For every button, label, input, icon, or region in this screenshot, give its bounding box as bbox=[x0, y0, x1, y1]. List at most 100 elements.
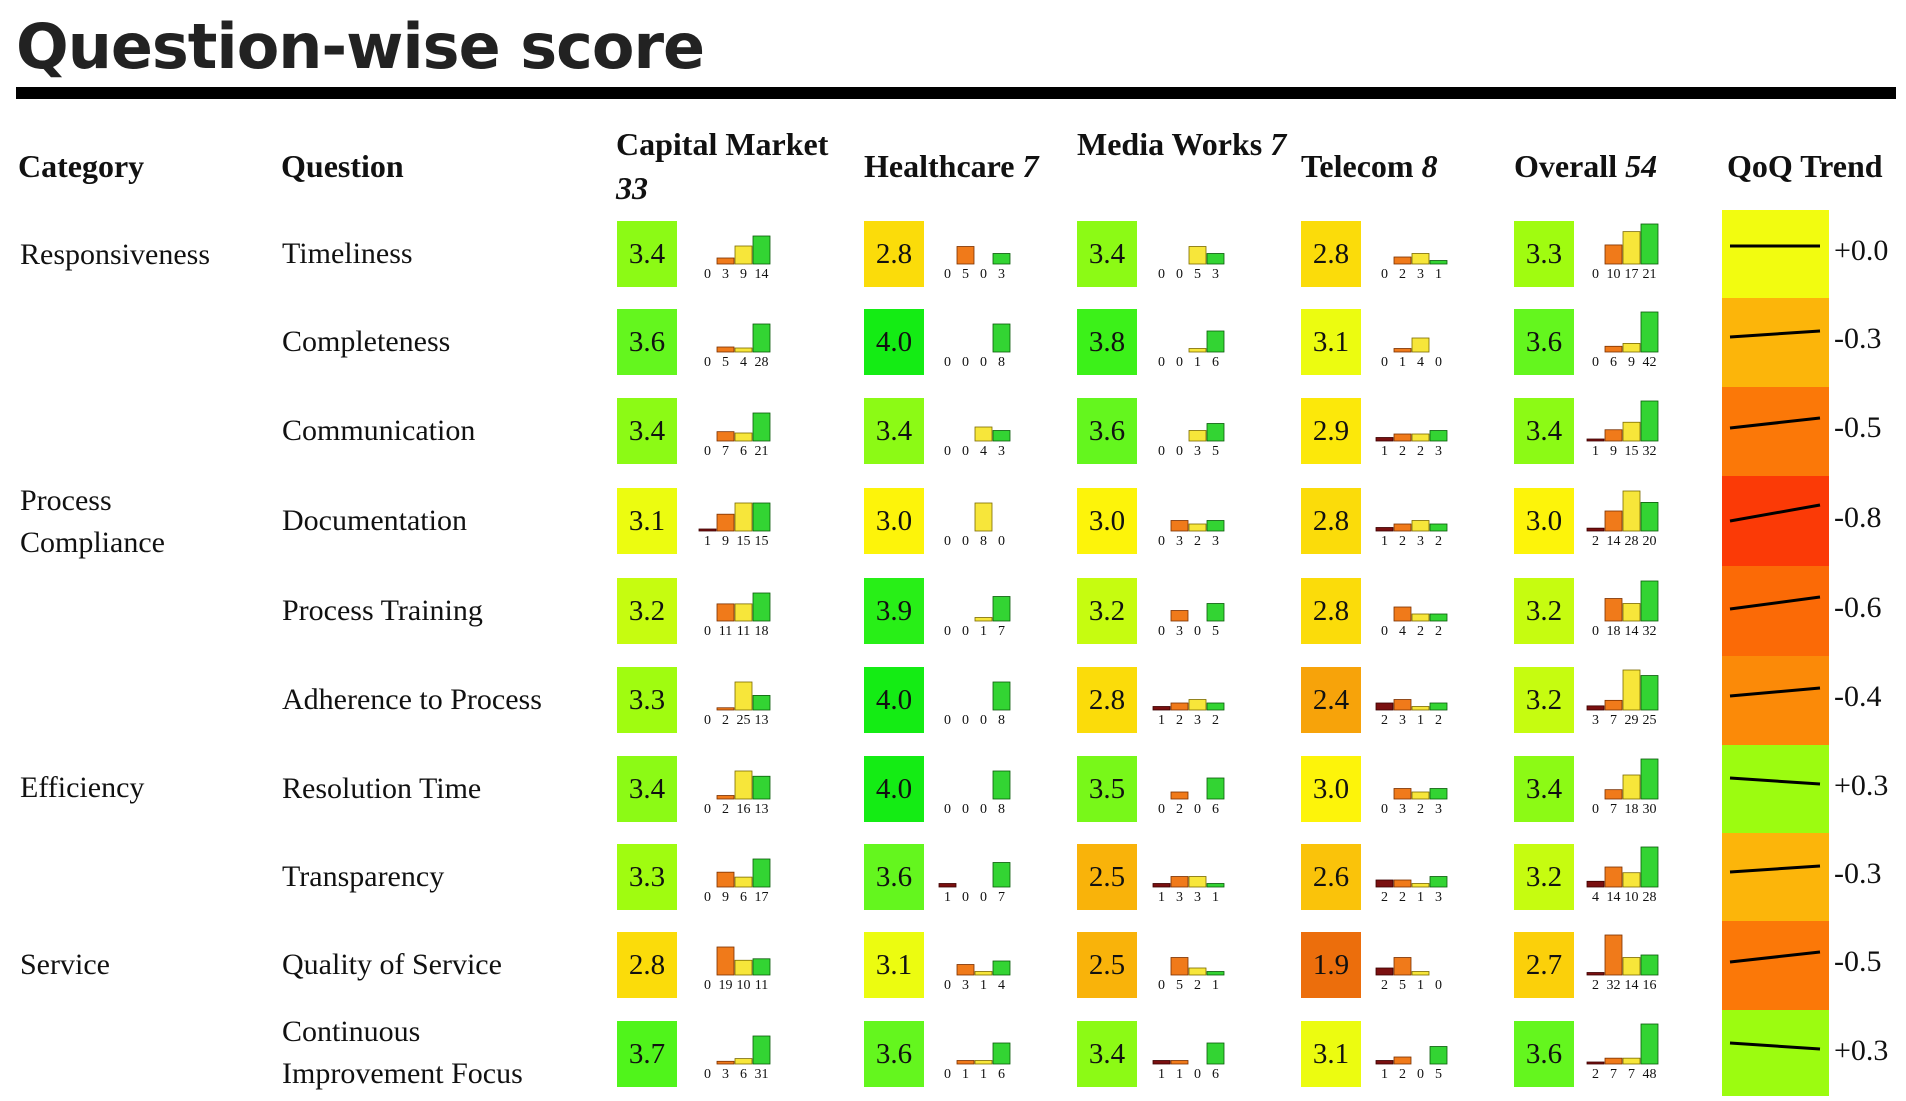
distribution-sparkline: 1 9 15 15 bbox=[698, 502, 771, 549]
distribution-sparkline: 0 10 17 21 bbox=[1592, 223, 1659, 282]
distribution-count: 4 bbox=[980, 444, 987, 459]
distribution-sparkline: 0 7 6 21 bbox=[704, 412, 771, 459]
distribution-bar bbox=[752, 592, 771, 622]
distribution-bar bbox=[1206, 603, 1225, 622]
distribution-bar bbox=[1170, 791, 1189, 800]
distribution-count: 6 bbox=[1212, 1067, 1219, 1082]
distribution-count: 0 bbox=[1381, 267, 1388, 282]
score-cell: 2.4 bbox=[1301, 667, 1361, 733]
distribution-count: 9 bbox=[740, 267, 747, 282]
distribution-bar bbox=[974, 1060, 993, 1065]
distribution-bar bbox=[1188, 348, 1207, 353]
distribution-count: 21 bbox=[1643, 267, 1657, 282]
distribution-bar bbox=[1393, 699, 1412, 711]
distribution-bar bbox=[1375, 967, 1394, 976]
distribution-bar bbox=[1375, 702, 1394, 711]
score-cell: 3.1 bbox=[617, 488, 677, 554]
qoq-trend-value: +0.0 bbox=[1834, 234, 1889, 267]
distribution-count: 2 bbox=[1399, 890, 1406, 905]
distribution-count: 1 bbox=[1158, 890, 1165, 905]
distribution-count: 0 bbox=[1158, 267, 1165, 282]
distribution-count: 7 bbox=[1628, 1067, 1635, 1082]
score-cell: 2.9 bbox=[1301, 398, 1361, 464]
header-category: Category bbox=[18, 148, 145, 184]
score-cell: 3.6 bbox=[1514, 309, 1574, 375]
distribution-count: 0 bbox=[998, 534, 1005, 549]
distribution-bar bbox=[1640, 954, 1659, 976]
distribution-count: 20 bbox=[1643, 534, 1657, 549]
distribution-count: 3 bbox=[722, 1067, 729, 1082]
distribution-bar bbox=[1586, 705, 1605, 711]
question-label: Process Training bbox=[282, 594, 483, 627]
distribution-sparkline: 0 6 9 42 bbox=[1592, 311, 1659, 370]
distribution-bar bbox=[1640, 758, 1659, 800]
score-cell: 3.0 bbox=[1301, 756, 1361, 822]
title-divider bbox=[16, 87, 1896, 99]
distribution-count: 3 bbox=[1212, 534, 1219, 549]
trend-slope-line bbox=[1729, 686, 1821, 698]
distribution-count: 5 bbox=[962, 267, 969, 282]
distribution-count: 8 bbox=[980, 534, 987, 549]
distribution-sparkline: 1 9 15 32 bbox=[1586, 400, 1659, 459]
distribution-count: 3 bbox=[1417, 267, 1424, 282]
distribution-bar bbox=[716, 707, 735, 711]
distribution-bar bbox=[1411, 971, 1430, 976]
qoq-trend-cell bbox=[1722, 656, 1829, 745]
distribution-count: 7 bbox=[722, 444, 729, 459]
distribution-bar bbox=[752, 858, 771, 888]
distribution-count: 2 bbox=[1399, 444, 1406, 459]
distribution-bar bbox=[716, 346, 735, 353]
trend-line bbox=[1729, 1041, 1821, 1051]
distribution-bar bbox=[1188, 523, 1207, 532]
distribution-count: 14 bbox=[1625, 624, 1639, 639]
distribution-bar bbox=[1604, 866, 1623, 888]
distribution-bar bbox=[1170, 876, 1189, 888]
distribution-bar bbox=[698, 528, 717, 532]
distribution-count: 0 bbox=[962, 890, 969, 905]
distribution-count: 14 bbox=[1625, 978, 1639, 993]
distribution-count: 0 bbox=[944, 624, 951, 639]
distribution-bar bbox=[734, 603, 753, 622]
distribution-count: 30 bbox=[1643, 802, 1657, 817]
distribution-bar bbox=[752, 323, 771, 353]
distribution-count: 6 bbox=[1212, 802, 1219, 817]
header-account-capital-market: Capital Market 33 bbox=[616, 122, 856, 210]
score-cell: 3.4 bbox=[1077, 221, 1137, 287]
distribution-count: 2 bbox=[1417, 624, 1424, 639]
distribution-bar bbox=[1411, 883, 1430, 888]
distribution-count: 15 bbox=[737, 534, 751, 549]
distribution-bar bbox=[992, 430, 1011, 442]
distribution-bar bbox=[1429, 788, 1448, 800]
distribution-bar bbox=[1375, 527, 1394, 532]
question-label: Resolution Time bbox=[282, 772, 482, 805]
distribution-bar bbox=[1170, 957, 1189, 976]
distribution-count: 0 bbox=[704, 624, 711, 639]
distribution-count: 21 bbox=[755, 444, 769, 459]
distribution-bar bbox=[1152, 883, 1171, 888]
distribution-count: 2 bbox=[1592, 1067, 1599, 1082]
distribution-count: 16 bbox=[737, 802, 751, 817]
distribution-count: 2 bbox=[722, 802, 729, 817]
score-cell: 3.6 bbox=[617, 309, 677, 375]
header-account-healthcare: Healthcare 7 bbox=[864, 144, 1079, 188]
distribution-count: 2 bbox=[1381, 978, 1388, 993]
distribution-count: 0 bbox=[1435, 355, 1442, 370]
qoq-trend-cell bbox=[1722, 476, 1829, 566]
trend-slope-line bbox=[1729, 776, 1821, 786]
distribution-count: 7 bbox=[1610, 713, 1617, 728]
distribution-sparkline: 3 7 29 25 bbox=[1586, 669, 1659, 728]
distribution-bar bbox=[716, 431, 735, 442]
distribution-bar bbox=[1188, 699, 1207, 711]
distribution-count: 0 bbox=[1158, 802, 1165, 817]
distribution-bar bbox=[1152, 706, 1171, 711]
header-account-name: Media Works bbox=[1077, 126, 1263, 162]
distribution-count: 7 bbox=[1610, 802, 1617, 817]
distribution-bar bbox=[752, 1035, 771, 1065]
